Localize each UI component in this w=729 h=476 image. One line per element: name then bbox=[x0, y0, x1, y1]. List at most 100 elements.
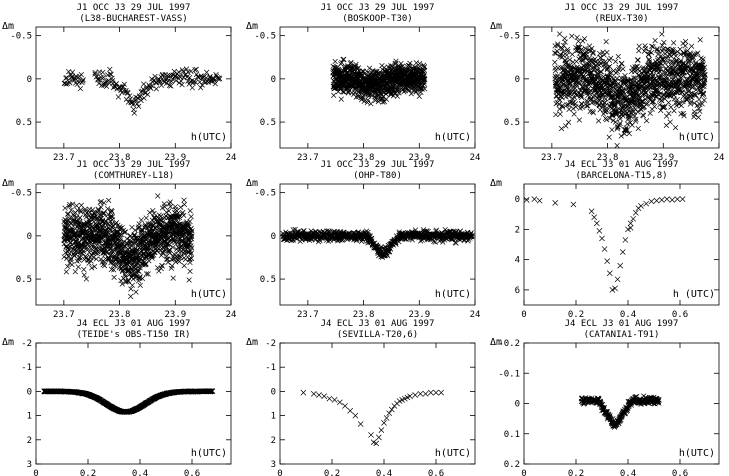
data-point bbox=[672, 124, 679, 131]
data-point bbox=[558, 126, 565, 132]
x-axis-label: h(UTC) bbox=[191, 132, 227, 143]
data-point bbox=[557, 51, 564, 57]
data-point bbox=[588, 208, 595, 215]
data-point bbox=[187, 259, 193, 266]
data-point bbox=[555, 42, 561, 49]
chart-panel-7: J4 ECL J3 01 AUG 1997(TEIDE's OBS-T150 I… bbox=[2, 319, 232, 476]
chart-subtitle: (BOSKOOP-T30) bbox=[342, 14, 412, 24]
x-axis-label: h (UTC) bbox=[673, 289, 715, 300]
data-point bbox=[160, 71, 166, 78]
data-point bbox=[107, 66, 113, 73]
y-tick-label: -0.5 bbox=[254, 189, 276, 199]
data-point bbox=[192, 79, 199, 85]
data-point bbox=[108, 71, 114, 77]
x-tick-label: 24 bbox=[714, 153, 725, 163]
data-point bbox=[69, 261, 75, 268]
data-point bbox=[700, 56, 706, 62]
data-point bbox=[331, 92, 337, 98]
data-point bbox=[378, 70, 384, 76]
data-point bbox=[649, 99, 656, 105]
data-point bbox=[679, 89, 686, 95]
plot-frame bbox=[523, 26, 720, 149]
data-point bbox=[581, 36, 588, 42]
x-tick-label: 24 bbox=[226, 310, 237, 320]
y-tick-label: 0.5 bbox=[16, 118, 32, 128]
data-point bbox=[62, 205, 68, 211]
data-point bbox=[176, 258, 182, 265]
data-point bbox=[170, 275, 176, 281]
data-point bbox=[78, 72, 84, 78]
data-point bbox=[358, 94, 364, 101]
x-tick-label: 23.7 bbox=[297, 153, 319, 163]
x-axis-label: h(UTC) bbox=[191, 448, 227, 459]
y-tick-label: 0 bbox=[27, 232, 32, 242]
data-point bbox=[595, 118, 602, 124]
chart-title: J1 OCC J3 29 JUL 1997 bbox=[565, 3, 679, 13]
data-point bbox=[413, 89, 419, 95]
y-tick-label: 0 bbox=[27, 387, 32, 397]
data-point bbox=[80, 78, 86, 84]
data-point bbox=[604, 258, 611, 264]
data-point bbox=[573, 104, 579, 110]
data-point bbox=[348, 59, 354, 66]
data-point bbox=[556, 101, 562, 107]
y-tick-label: 0 bbox=[515, 75, 520, 85]
data-point bbox=[619, 60, 625, 67]
data-point bbox=[121, 81, 127, 87]
data-point bbox=[566, 106, 572, 113]
y-tick-label: 0.5 bbox=[504, 118, 520, 128]
data-point bbox=[523, 197, 530, 203]
data-point bbox=[128, 286, 134, 292]
data-point bbox=[157, 78, 163, 84]
y-tick-label: 2 bbox=[27, 436, 32, 446]
data-point bbox=[192, 67, 198, 73]
data-point bbox=[347, 60, 354, 67]
data-point bbox=[136, 93, 143, 99]
data-point bbox=[635, 125, 641, 132]
data-point bbox=[393, 60, 399, 66]
data-point bbox=[381, 99, 388, 105]
y-tick-label: 4 bbox=[515, 256, 520, 266]
data-point bbox=[101, 263, 108, 269]
data-point bbox=[127, 293, 134, 300]
plot-frame bbox=[279, 26, 476, 149]
data-point bbox=[658, 197, 665, 203]
data-point bbox=[153, 86, 160, 92]
data-point bbox=[163, 80, 170, 86]
data-point bbox=[95, 77, 101, 83]
data-point bbox=[107, 71, 113, 77]
data-point bbox=[651, 103, 658, 110]
data-point bbox=[80, 77, 86, 83]
data-point bbox=[166, 208, 172, 214]
data-point bbox=[695, 114, 702, 120]
x-tick-label: 23.8 bbox=[353, 153, 375, 163]
data-point bbox=[375, 92, 381, 98]
y-tick-label: -0.5 bbox=[498, 32, 520, 42]
data-point bbox=[622, 237, 629, 243]
y-axis-label: Δm bbox=[246, 21, 258, 32]
data-point bbox=[355, 94, 361, 100]
x-tick-label: 23.9 bbox=[408, 153, 430, 163]
data-point bbox=[601, 246, 608, 252]
data-point bbox=[173, 77, 179, 84]
data-point bbox=[129, 282, 135, 288]
data-point bbox=[355, 92, 361, 98]
data-point bbox=[138, 97, 144, 104]
data-point bbox=[567, 57, 573, 63]
y-tick-label: 0.5 bbox=[16, 275, 32, 285]
data-point bbox=[614, 276, 621, 283]
chart-title: J1 OCC J3 29 JUL 1997 bbox=[77, 160, 191, 170]
data-point bbox=[203, 79, 209, 85]
data-point bbox=[627, 220, 634, 227]
data-point bbox=[366, 65, 373, 71]
data-point bbox=[143, 215, 149, 221]
data-point bbox=[647, 110, 653, 117]
y-axis-label: Δm bbox=[490, 178, 502, 189]
data-point bbox=[113, 80, 120, 87]
data-point bbox=[612, 58, 619, 65]
data-point bbox=[69, 69, 76, 75]
data-point bbox=[100, 69, 106, 76]
data-point bbox=[634, 57, 641, 63]
data-point bbox=[648, 198, 655, 205]
data-point bbox=[395, 88, 402, 94]
